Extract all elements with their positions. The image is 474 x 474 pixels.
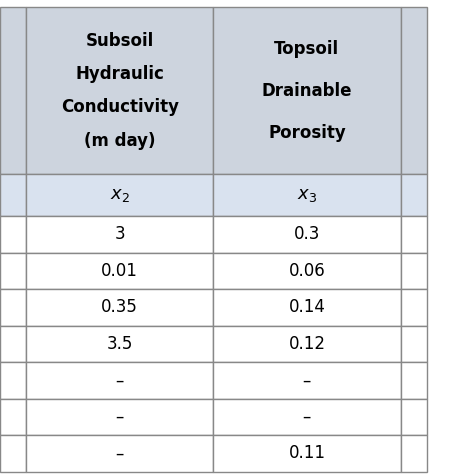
Text: 3: 3	[114, 226, 125, 243]
Bar	[213, 326, 401, 362]
Text: Hydraulic: Hydraulic	[75, 65, 164, 83]
Text: –: –	[116, 372, 124, 389]
Bar	[401, 399, 427, 435]
Text: Subsoil: Subsoil	[86, 32, 154, 50]
Bar	[213, 435, 401, 472]
Text: 0.12: 0.12	[288, 335, 326, 353]
Bar	[213, 289, 401, 326]
Bar	[26, 289, 213, 326]
Bar	[213, 399, 401, 435]
Bar	[401, 7, 427, 174]
Text: 0.01: 0.01	[101, 262, 138, 280]
Bar	[26, 399, 213, 435]
Text: $x_3$: $x_3$	[297, 186, 317, 204]
Text: Porosity: Porosity	[268, 124, 346, 142]
Text: 3.5: 3.5	[107, 335, 133, 353]
Bar	[26, 7, 213, 174]
Bar	[401, 435, 427, 472]
Bar	[213, 7, 401, 174]
Bar	[401, 362, 427, 399]
Text: (m day): (m day)	[84, 132, 155, 150]
Bar	[0, 399, 26, 435]
Bar	[213, 216, 401, 253]
Text: 0.14: 0.14	[289, 299, 325, 316]
Bar	[0, 289, 26, 326]
Text: –: –	[303, 372, 311, 389]
Bar	[401, 174, 427, 216]
Bar	[0, 435, 26, 472]
Bar	[213, 174, 401, 216]
Text: 0.11: 0.11	[288, 445, 326, 462]
Bar	[213, 253, 401, 289]
Text: Drainable: Drainable	[262, 82, 352, 100]
Bar	[26, 216, 213, 253]
Bar	[26, 435, 213, 472]
Bar	[401, 253, 427, 289]
Bar	[0, 216, 26, 253]
Text: Conductivity: Conductivity	[61, 99, 179, 117]
Text: 0.35: 0.35	[101, 299, 138, 316]
Text: $x_2$: $x_2$	[110, 186, 129, 204]
Text: 0.3: 0.3	[294, 226, 320, 243]
Text: Topsoil: Topsoil	[274, 40, 339, 58]
Bar	[213, 362, 401, 399]
Bar	[401, 289, 427, 326]
Text: –: –	[303, 408, 311, 426]
Bar	[26, 174, 213, 216]
Bar	[401, 216, 427, 253]
Bar	[26, 326, 213, 362]
Text: –: –	[116, 445, 124, 462]
Bar	[0, 326, 26, 362]
Text: –: –	[116, 408, 124, 426]
Bar	[401, 326, 427, 362]
Bar	[26, 362, 213, 399]
Bar	[0, 253, 26, 289]
Bar	[26, 253, 213, 289]
Bar	[0, 7, 26, 174]
Bar	[0, 362, 26, 399]
Text: 0.06: 0.06	[289, 262, 325, 280]
Bar	[0, 174, 26, 216]
